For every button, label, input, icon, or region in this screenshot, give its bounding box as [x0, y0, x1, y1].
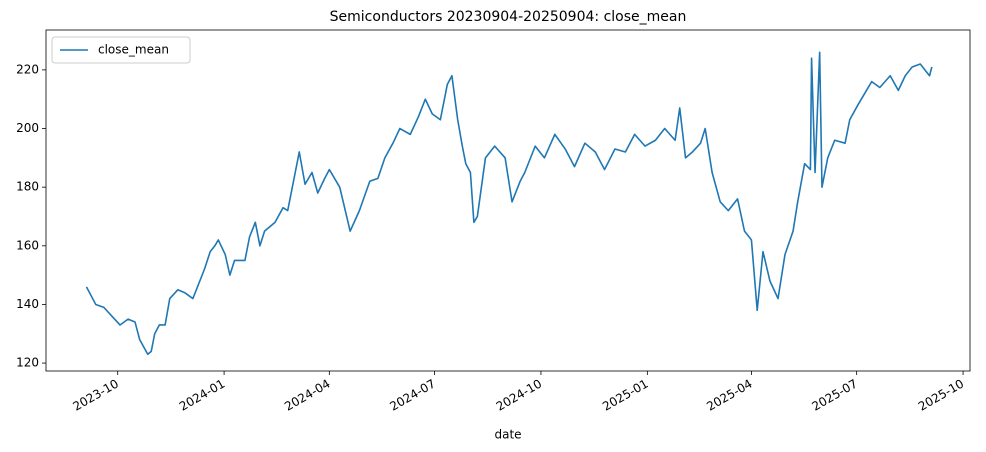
- chart-title: Semiconductors 20230904-20250904: close_…: [330, 9, 687, 25]
- y-tick-label: 220: [16, 62, 39, 76]
- x-tick-label: 2025-04: [704, 377, 754, 414]
- x-tick-label: 2024-04: [282, 377, 332, 414]
- x-tick-label: 2025-07: [809, 377, 859, 414]
- y-tick-label: 180: [16, 180, 39, 194]
- y-tick-label: 140: [16, 297, 39, 311]
- x-tick-label: 2024-10: [494, 377, 544, 414]
- y-tick-label: 120: [16, 356, 39, 370]
- y-tick-label: 200: [16, 121, 39, 135]
- legend-box: [51, 36, 191, 64]
- axes-frame: [45, 29, 971, 372]
- x-tick-label: 2023-10: [71, 377, 121, 414]
- x-tick-label: 2024-07: [387, 377, 437, 414]
- y-tick-label: 160: [16, 238, 39, 252]
- data-line: [85, 51, 933, 356]
- legend-label: close_mean: [98, 43, 169, 57]
- x-tick-label: 2025-10: [916, 377, 966, 414]
- x-tick-label: 2024-01: [177, 377, 227, 414]
- x-tick-label: 2025-01: [600, 377, 650, 414]
- x-axis-label: date: [494, 428, 521, 442]
- legend: close_mean: [51, 36, 191, 64]
